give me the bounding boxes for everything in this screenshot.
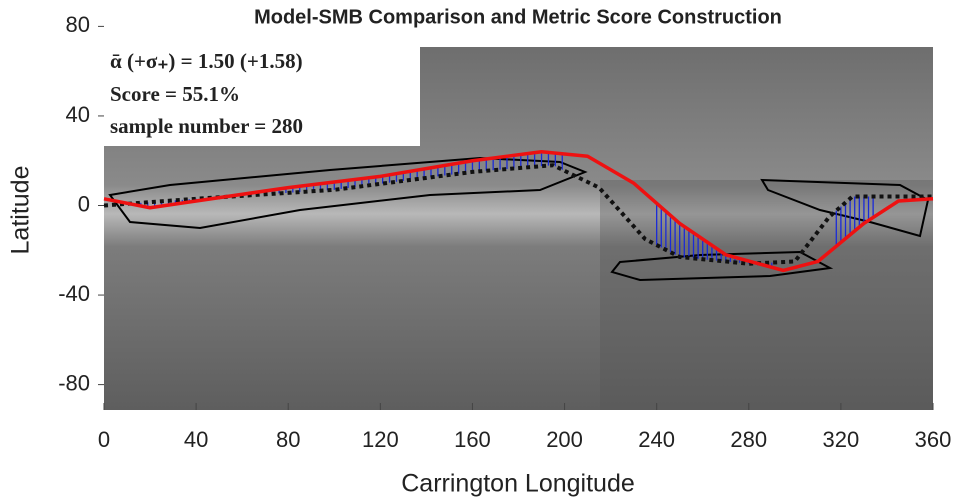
x-tick-label: 80 [276, 427, 300, 452]
annotation: ᾱ (+σ₊) = 1.50 (+1.58) [110, 49, 303, 73]
chart-title: Model-SMB Comparison and Metric Score Co… [254, 6, 782, 28]
x-tick-label: 360 [915, 427, 952, 452]
y-axis-label: Latitude [7, 166, 35, 255]
annotation-box [104, 47, 420, 146]
y-tick-label: 0 [78, 191, 90, 216]
series-line [103, 150, 934, 273]
y-tick-label: -80 [58, 370, 90, 395]
background-shade [600, 180, 933, 410]
annotation: Score = 55.1% [110, 82, 240, 106]
x-tick-label: 200 [546, 427, 583, 452]
x-tick-label: 320 [823, 427, 860, 452]
contour [108, 156, 588, 230]
y-tick-label: 40 [66, 102, 90, 127]
x-tick-label: 160 [454, 427, 491, 452]
y-tick-label: 80 [66, 12, 90, 37]
x-tick-label: 40 [184, 427, 208, 452]
series-line [103, 163, 933, 266]
x-tick-label: 280 [730, 427, 767, 452]
x-tick-label: 240 [638, 427, 675, 452]
contour [760, 178, 930, 238]
x-tick-label: 0 [98, 427, 110, 452]
y-tick-label: -40 [58, 281, 90, 306]
annotation: sample number = 280 [110, 114, 303, 138]
x-axis-label: Carrington Longitude [401, 470, 635, 498]
x-tick-label: 120 [362, 427, 399, 452]
